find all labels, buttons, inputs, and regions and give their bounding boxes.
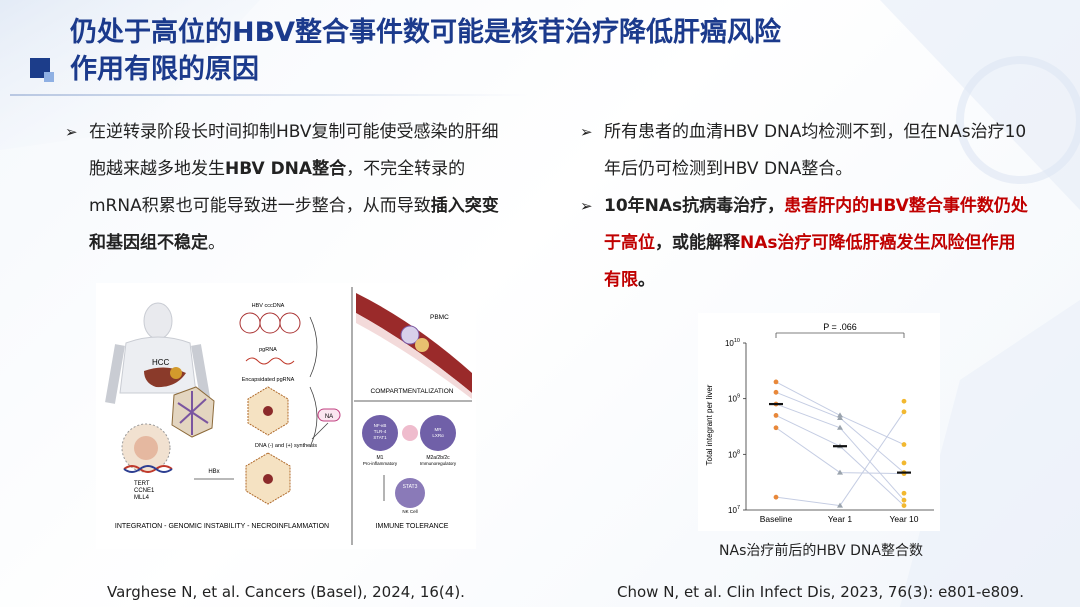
m2-marker: LXRα <box>432 433 444 438</box>
p-value-annotation: P = .066 <box>823 322 857 332</box>
y-tick-label: 108 <box>728 449 740 459</box>
y-tick-label: 109 <box>728 394 740 404</box>
na-label: NA <box>325 414 333 420</box>
title-line-2: 作用有限的原因 <box>70 54 259 85</box>
bullet-item: ➢ 10年NAs抗病毒治疗，患者肝内的HBV整合事件数仍处于高位，或能解释NAs… <box>580 188 1030 299</box>
y-axis-label: Total integrant per liver <box>705 384 714 465</box>
slide-title: 仍处于高位的HBV整合事件数可能是核苷治疗降低肝癌风险 作用有限的原因 <box>70 14 1050 88</box>
data-point <box>901 460 907 466</box>
hepatocyte-icon <box>171 386 215 438</box>
integrant-chart: 107 108 109 1010 Baseline Year 1 Year 10 Total… <box>698 313 940 531</box>
nucleus-icon <box>121 423 171 473</box>
data-point <box>901 442 907 447</box>
gene-label: TERT <box>134 481 150 487</box>
blood-vessel-icon <box>356 293 472 399</box>
data-point <box>837 502 843 508</box>
data-point <box>837 412 843 418</box>
compartment-label: COMPARTMENTALIZATION <box>371 388 454 395</box>
reference-left: Varghese N, et al. Cancers (Basel), 2024… <box>107 583 465 601</box>
pgrna-label: pgRNA <box>259 347 277 353</box>
na-badge <box>317 408 341 422</box>
reference-right: Chow N, et al. Clin Infect Dis, 2023, 76… <box>617 583 1024 601</box>
chart-caption: NAs治疗前后的HBV DNA整合数 <box>719 543 923 559</box>
data-point <box>901 503 907 508</box>
patient-line <box>775 391 905 473</box>
data-point <box>901 490 907 496</box>
m1-sub-label: Pro-inflammatory <box>363 461 398 466</box>
m1-marker: STAT1 <box>373 435 387 440</box>
x-tick-label: Year 1 <box>828 514 853 524</box>
m1-macrophage-icon <box>362 415 398 451</box>
data-point <box>837 469 843 475</box>
m2-label: M2a/2b/2c <box>426 455 450 461</box>
patient-line <box>775 427 905 475</box>
arrow-bullet-icon: ➢ <box>580 123 593 141</box>
x-tick-label: Year 10 <box>890 514 919 524</box>
right-bullet-block: ➢ 所有患者的血清HBV DNA均检测不到，但在NAs治疗10年后仍可检测到HB… <box>580 114 1030 299</box>
arrow-bullet-icon: ➢ <box>65 123 78 141</box>
data-point <box>901 398 907 404</box>
bullet-item: ➢ 在逆转录阶段长时间抑制HBV复制可能使受感染的肝细胞越来越多地发生HBV D… <box>65 114 515 262</box>
bullet-item: ➢ 所有患者的血清HBV DNA均检测不到，但在NAs治疗10年后仍可检测到HB… <box>580 114 1030 188</box>
m1-marker: NF-κB <box>374 423 387 428</box>
cccdna-label: HBV cccDNA <box>252 303 285 309</box>
hbx-label: HBx <box>208 469 219 475</box>
encapsidated-label: Encapsidated pgRNA <box>242 377 295 383</box>
data-point <box>901 497 907 503</box>
m2-sub-label: Immunoregulatory <box>420 461 457 466</box>
data-point <box>773 494 779 500</box>
data-point <box>773 389 779 395</box>
pgrna-icon <box>245 357 295 365</box>
x-tick-label: Baseline <box>760 514 793 524</box>
gene-label: MLL4 <box>134 495 150 501</box>
integration-label: INTEGRATION - GENOMIC INSTABILITY - NECR… <box>115 523 329 530</box>
y-tick-label: 107 <box>728 505 740 515</box>
data-point <box>837 424 843 430</box>
pbmc-label: PBMC <box>430 314 449 321</box>
y-tick-label: 1010 <box>725 338 740 348</box>
data-point <box>773 413 779 418</box>
gene-label: CCNE1 <box>134 488 155 494</box>
immune-tolerance-label: IMMUNE TOLERANCE <box>376 523 449 530</box>
data-point <box>901 409 907 415</box>
human-body-icon <box>105 302 211 404</box>
m2-marker: MR <box>435 427 443 432</box>
liver-icon <box>144 367 186 388</box>
title-underline <box>10 94 530 96</box>
cccdna-icon <box>239 312 301 334</box>
hbv-mechanism-figure: HCC TERT CCNE1 MLL4 HBV cccDNA <box>96 283 476 549</box>
nk-cell-icon <box>395 478 425 508</box>
data-point <box>837 414 843 420</box>
arrow-bullet-icon: ➢ <box>580 197 593 215</box>
title-line-1: 仍处于高位的HBV整合事件数可能是核苷治疗降低肝癌风险 <box>70 17 781 48</box>
nk-label: NK Cell <box>402 509 417 514</box>
m2-macrophage-icon <box>420 415 456 451</box>
m1-marker: TLR-4 <box>374 429 387 434</box>
data-point <box>773 425 779 431</box>
stat3-label: STAT3 <box>403 484 418 490</box>
dna-synthesis-label: DNA (-) and (+) synthesis <box>255 443 317 449</box>
title-marker-accent <box>44 72 54 82</box>
data-point <box>773 379 779 385</box>
dna-helix-icon <box>123 465 173 473</box>
left-bullet-block: ➢ 在逆转录阶段长时间抑制HBV复制可能使受感染的肝细胞越来越多地发生HBV D… <box>65 114 515 262</box>
m1-label: M1 <box>377 455 384 461</box>
hcc-label: HCC <box>152 358 170 367</box>
